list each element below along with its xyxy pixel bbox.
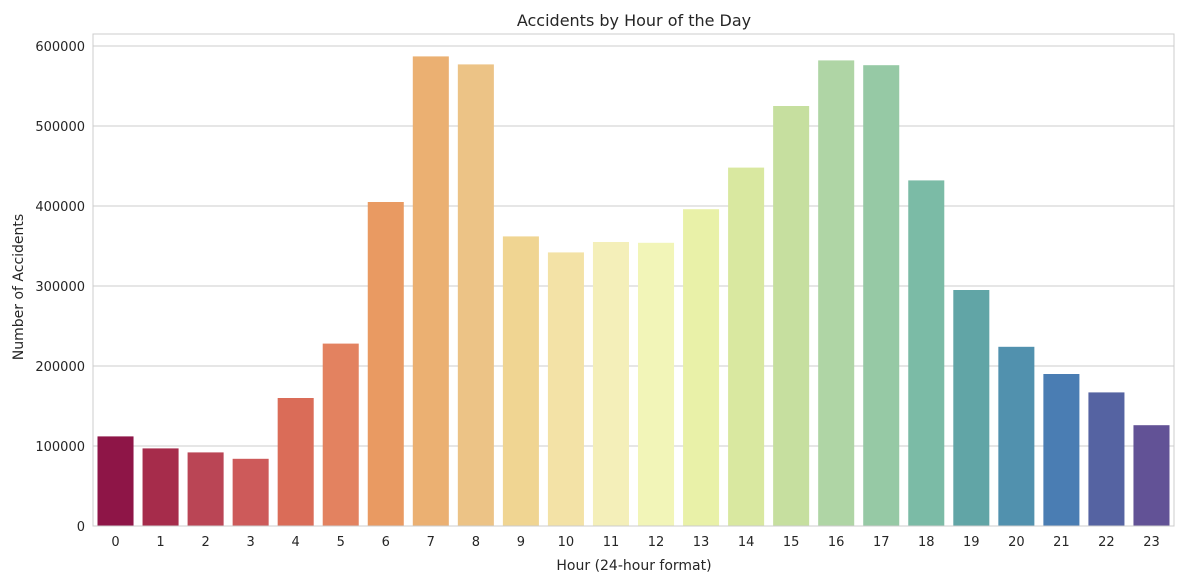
bar-hour-20	[998, 346, 1035, 526]
bar-hour-13	[683, 209, 720, 526]
x-tick-label: 22	[1098, 535, 1115, 550]
x-tick-label: 3	[247, 535, 255, 550]
bar-hour-17	[863, 65, 900, 526]
y-tick-label: 400000	[35, 200, 85, 215]
bar-hour-6	[367, 202, 404, 526]
y-tick-label: 300000	[35, 280, 85, 295]
x-tick-label: 11	[603, 535, 620, 550]
x-tick-label: 20	[1008, 535, 1025, 550]
x-tick-label: 17	[873, 535, 890, 550]
x-tick-label: 21	[1053, 535, 1070, 550]
bar-hour-11	[592, 242, 629, 526]
x-tick-label: 7	[427, 535, 435, 550]
bar-hour-2	[187, 452, 224, 526]
bar-hour-18	[908, 180, 945, 526]
bar-hour-15	[773, 106, 810, 526]
bar-hour-10	[547, 252, 584, 526]
y-tick-label: 600000	[35, 40, 85, 55]
x-tick-label: 13	[693, 535, 710, 550]
y-tick-labels: 0 100000 200000 300000 400000 500000 600000	[35, 40, 85, 535]
bars	[97, 56, 1170, 527]
bar-hour-5	[322, 343, 359, 526]
bar-hour-7	[412, 56, 449, 527]
bar-hour-4	[277, 398, 314, 526]
y-tick-label: 100000	[35, 440, 85, 455]
x-tick-label: 14	[738, 535, 755, 550]
x-tick-label: 2	[201, 535, 209, 550]
x-tick-label: 8	[472, 535, 480, 550]
x-tick-label: 9	[517, 535, 525, 550]
x-axis-label: Hour (24-hour format)	[556, 558, 711, 574]
x-tick-label: 6	[382, 535, 390, 550]
chart-title: Accidents by Hour of the Day	[517, 11, 751, 30]
bar-hour-12	[638, 242, 675, 527]
gridlines	[93, 45, 1174, 527]
x-tick-label: 0	[111, 535, 119, 550]
plot-frame	[92, 33, 1175, 527]
bar-hour-1	[142, 448, 179, 526]
x-tick-label: 12	[648, 535, 665, 550]
bar-hour-3	[232, 458, 269, 526]
x-tick-label: 18	[918, 535, 935, 550]
bar-hour-22	[1088, 392, 1125, 526]
x-tick-label: 10	[558, 535, 575, 550]
x-tick-label: 16	[828, 535, 845, 550]
bar-hour-23	[1133, 425, 1170, 526]
bar-hour-14	[728, 167, 765, 526]
bar-hour-16	[818, 60, 855, 527]
bar-hour-19	[953, 290, 990, 526]
x-tick-labels: 0 1 2 3 4 5 6 7 8 9 10 11 12 13 14 15 16 17 18 19 20 21 22 23	[111, 535, 1159, 550]
y-tick-label: 500000	[35, 120, 85, 135]
y-tick-label: 0	[77, 520, 85, 535]
bar-hour-8	[457, 64, 494, 527]
y-tick-label: 200000	[35, 360, 85, 375]
x-tick-label: 19	[963, 535, 980, 550]
y-axis-label: Number of Accidents	[11, 214, 27, 360]
bar-hour-0	[97, 436, 134, 526]
x-tick-label: 5	[337, 535, 345, 550]
x-tick-label: 1	[156, 535, 164, 550]
x-tick-label: 4	[292, 535, 300, 550]
x-tick-label: 23	[1143, 535, 1160, 550]
bar-hour-9	[502, 236, 539, 526]
bar-hour-21	[1043, 374, 1080, 526]
x-tick-label: 15	[783, 535, 800, 550]
